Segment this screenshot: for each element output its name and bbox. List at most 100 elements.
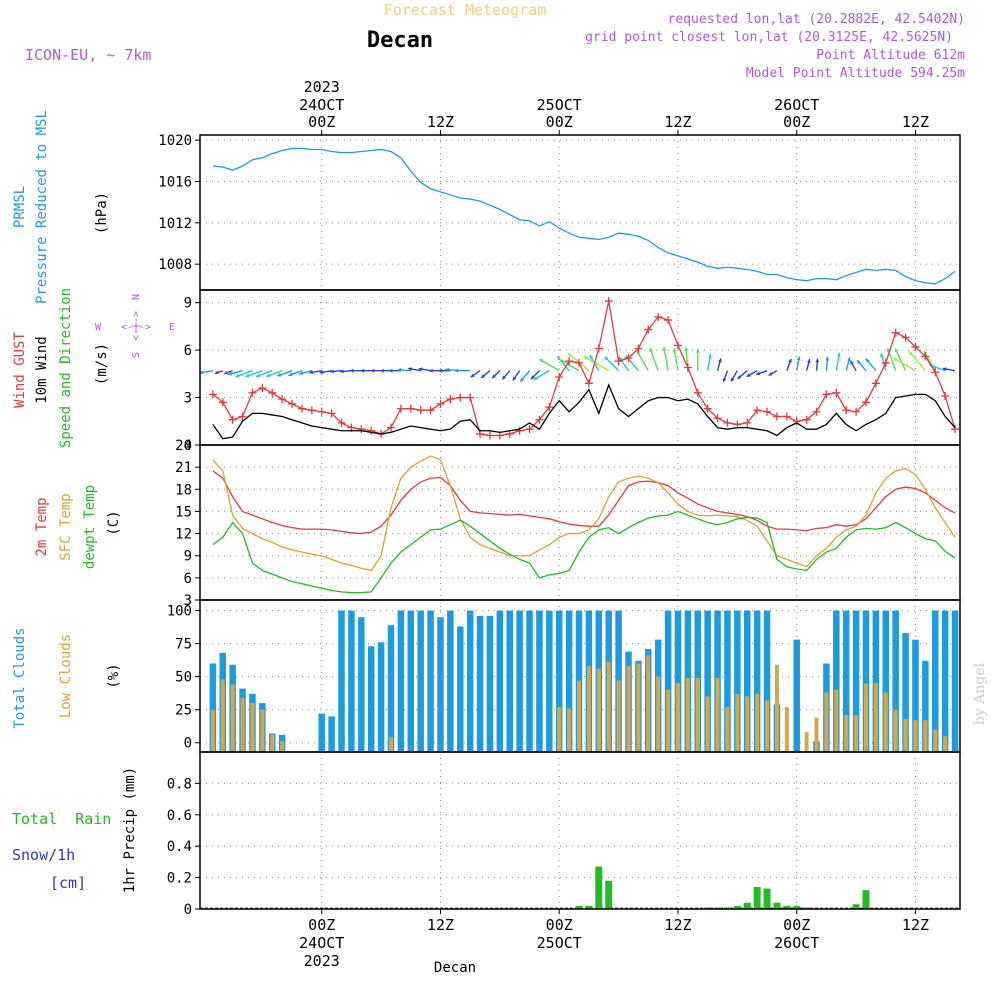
wind-arrow	[339, 369, 352, 374]
wind-arrow-head	[557, 356, 561, 361]
total-cloud-bar	[318, 713, 325, 752]
wind-arrow-head	[512, 376, 517, 381]
wind-arrow	[893, 357, 916, 372]
bottom-hour-label: 12Z	[664, 916, 691, 934]
total-cloud-bar	[882, 610, 890, 752]
pressure-label-1: PRMSL	[12, 186, 28, 228]
total-cloud-bar	[833, 610, 840, 752]
total-cloud-bar	[476, 615, 484, 752]
wind-arrow-head	[418, 367, 423, 372]
low-cloud-bar	[606, 662, 611, 752]
wind-arrow-head	[349, 368, 354, 373]
wind-arrow-head	[880, 353, 884, 358]
wind-arrow-head	[850, 360, 854, 365]
low-cloud-bar	[814, 717, 819, 752]
wind-arrow-head	[672, 348, 677, 352]
wind-arrow-head	[718, 358, 722, 363]
low-cloud-bar	[715, 677, 720, 752]
total-cloud-bar	[674, 610, 682, 752]
gust-point	[485, 431, 494, 440]
wind-arrow-head	[649, 348, 653, 353]
wind-arrow-shaft	[894, 348, 907, 371]
total-cloud-bar	[872, 610, 880, 752]
low-cloud-bar	[675, 683, 680, 752]
ytick-label: 0.2	[167, 871, 192, 887]
wind-arrow-shaft	[636, 350, 649, 372]
gust-point	[555, 372, 564, 381]
wind-arrow	[533, 370, 550, 381]
ytick-label: 3	[184, 391, 192, 407]
wind-arrow-shaft	[893, 357, 916, 372]
total-cloud-bar	[457, 626, 464, 752]
low-cloud-bar	[210, 709, 215, 752]
total-cloud-bar	[922, 660, 929, 752]
gust-point	[703, 404, 712, 413]
gust-point	[228, 415, 237, 424]
wind-arrow-head	[909, 351, 913, 356]
wind-arrow	[227, 369, 243, 376]
low-cloud-bar	[834, 689, 839, 752]
wind-arrow-head	[604, 356, 609, 361]
top-hour-label: 12Z	[902, 113, 929, 131]
wind-arrow	[370, 368, 382, 373]
total-cloud-bar	[417, 610, 424, 752]
wind-arrow-shaft	[649, 347, 659, 371]
wind-arrow-head	[502, 375, 507, 380]
wind-arrow-head	[847, 357, 851, 362]
wind-arrow	[245, 370, 263, 378]
wind-arrow-shaft	[583, 355, 610, 372]
gust-point	[743, 418, 752, 427]
ytick-label: 0.4	[167, 839, 192, 855]
gust-point	[861, 398, 870, 407]
total-cloud-bar	[328, 716, 335, 752]
ytick-label: 0	[184, 736, 192, 752]
wind-speed-dir-label: Speed and Direction	[58, 288, 74, 448]
rain-bar	[723, 907, 731, 909]
total-clouds-label: Total Clouds	[12, 627, 28, 728]
gust-point	[723, 418, 732, 427]
low-cloud-bar	[933, 729, 938, 752]
credit-watermark: by Angel	[972, 662, 988, 725]
wind-arrow-head	[445, 367, 449, 372]
total-cloud-bar	[932, 610, 939, 752]
wind-arrow-head	[520, 377, 525, 382]
gust-point	[624, 354, 633, 363]
total-cloud-bar	[763, 610, 771, 752]
wind-arrow	[845, 357, 851, 371]
wind-arrow	[388, 368, 401, 373]
top-date-label: 26OCT	[774, 96, 819, 114]
wind-arrow-head	[492, 374, 497, 379]
bottom-year-label: 2023	[304, 952, 340, 970]
ytick-label: 0	[184, 902, 192, 918]
location-name: Decan	[367, 28, 433, 53]
ytick-label: 75	[175, 637, 192, 653]
low-cloud-bar	[824, 692, 829, 752]
top-date-label: 24OCT	[299, 96, 344, 114]
gust-point	[931, 368, 940, 377]
gust-point	[832, 388, 841, 397]
wind-arrow	[716, 358, 722, 371]
gust-point	[792, 417, 801, 426]
low-cloud-bar	[280, 741, 285, 752]
low-cloud-bar	[567, 708, 572, 752]
wind-arrow	[360, 368, 372, 373]
ytick-label: 21	[175, 460, 192, 476]
ytick-label: 9	[184, 296, 192, 312]
rain-bar	[763, 888, 771, 909]
temp-labels: 2m Temp SFC Temp dewpt Temp (C)	[34, 485, 122, 569]
rain-bar	[852, 904, 860, 909]
low-cloud-bar	[735, 693, 740, 752]
low-cloud-bar	[745, 696, 750, 752]
total-cloud-bar	[506, 610, 513, 752]
low-cloud-bar	[230, 684, 235, 752]
gust-point	[337, 418, 346, 427]
low-cloud-bar	[388, 737, 393, 752]
compass-arrows-horizontal: <-|->	[121, 322, 151, 333]
ytick-label: 50	[175, 670, 192, 686]
total-cloud-bar	[367, 646, 375, 752]
gust-point	[278, 395, 287, 404]
ytick-label: 15	[175, 504, 192, 520]
total-cloud-bar	[734, 610, 741, 752]
wind-arrow	[556, 355, 570, 372]
gust-point	[634, 344, 643, 353]
